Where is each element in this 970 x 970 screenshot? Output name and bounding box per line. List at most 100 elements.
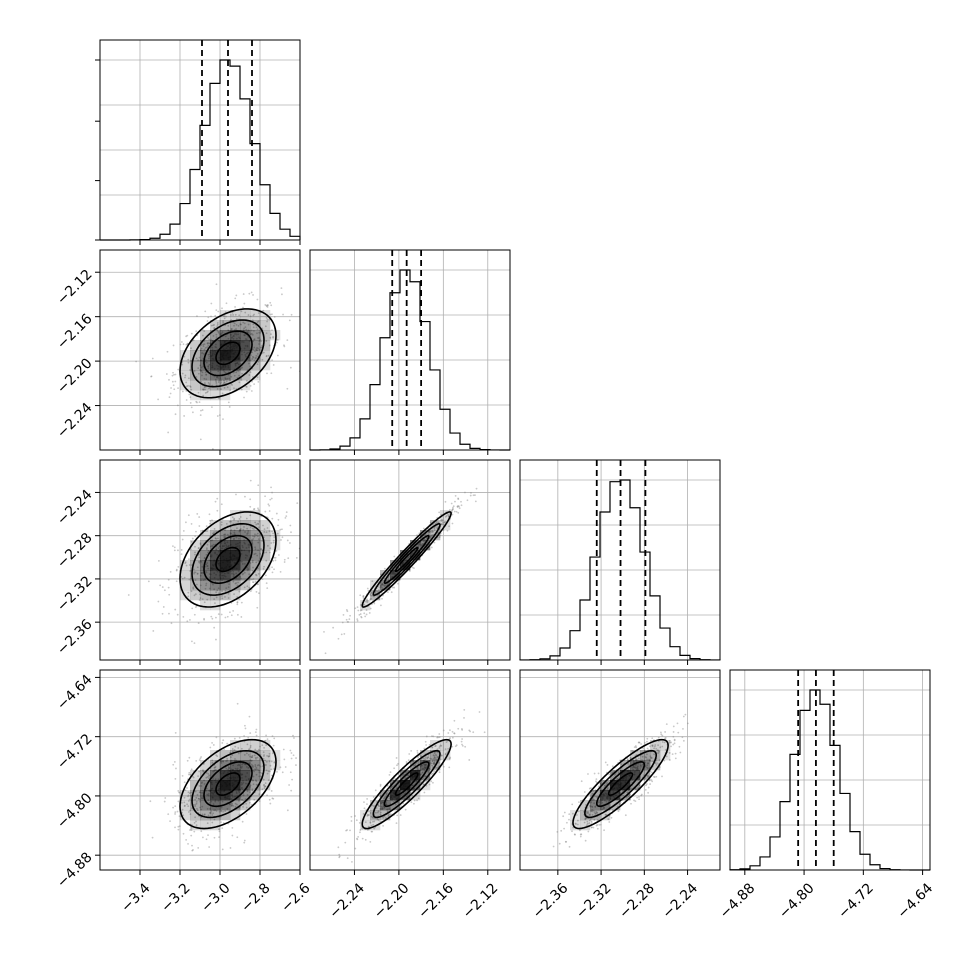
scatter-point — [261, 358, 264, 361]
scatter-point — [174, 777, 177, 780]
density-cell — [230, 350, 241, 361]
scatter-point — [622, 794, 624, 797]
scatter-point — [384, 796, 387, 799]
scatter-point — [195, 759, 198, 762]
density-cell — [190, 380, 201, 391]
scatter-point — [191, 640, 193, 643]
scatter-point — [243, 753, 246, 756]
scatter-point — [645, 783, 648, 785]
scatter-point — [564, 840, 567, 843]
scatter-point — [466, 499, 469, 502]
scatter-point — [643, 749, 646, 752]
scatter-point — [264, 785, 267, 788]
scatter-point — [598, 823, 601, 826]
scatter-point — [196, 807, 198, 810]
scatter-point — [358, 613, 361, 616]
contour-line — [191, 749, 265, 819]
scatter-point — [258, 348, 261, 351]
scatter-point — [275, 341, 278, 344]
scatter-point — [238, 813, 241, 816]
scatter-point — [604, 813, 607, 816]
scatter-point — [588, 813, 591, 816]
density-cell — [190, 550, 201, 561]
scatter-point — [205, 373, 208, 376]
density-cell — [210, 380, 221, 391]
density-cell — [180, 790, 191, 801]
density-cell — [420, 770, 431, 781]
scatter-point — [232, 371, 235, 374]
density-cell — [370, 800, 381, 811]
scatter-point — [193, 821, 196, 824]
density-cell — [590, 790, 601, 801]
scatter-point — [358, 821, 361, 824]
scatter-point — [266, 304, 269, 306]
scatter-point — [265, 332, 268, 335]
scatter-point — [441, 519, 444, 522]
scatter-point — [213, 327, 216, 329]
scatter-point — [262, 309, 265, 312]
scatter-point — [247, 314, 250, 316]
scatter-point — [424, 758, 427, 761]
scatter-point — [276, 770, 278, 773]
scatter-point — [183, 804, 186, 807]
scatter-point — [338, 856, 341, 859]
scatter-point — [458, 505, 460, 508]
scatter-point — [257, 507, 259, 510]
scatter-point — [189, 773, 191, 776]
scatter-point — [182, 814, 185, 817]
scatter-point — [221, 742, 224, 744]
density-cell — [590, 810, 601, 821]
scatter-point — [218, 331, 221, 333]
scatter-point — [251, 561, 254, 564]
scatter-point — [380, 584, 383, 587]
scatter-point — [627, 762, 629, 765]
scatter-point — [180, 549, 183, 551]
density-cell — [190, 820, 201, 831]
scatter-point — [369, 821, 372, 824]
scatter-point — [231, 311, 234, 314]
scatter-point — [252, 323, 255, 326]
scatter-point — [433, 761, 436, 763]
density-cell — [250, 320, 261, 331]
scatter-point — [227, 535, 230, 537]
scatter-point — [651, 737, 654, 740]
scatter-point — [651, 745, 654, 748]
scatter-point — [203, 557, 206, 560]
scatter-point — [240, 577, 242, 580]
scatter-point — [221, 590, 223, 592]
scatter-point — [657, 749, 660, 752]
scatter-point — [668, 741, 671, 744]
scatter-point — [270, 486, 272, 489]
scatter-point — [189, 385, 191, 387]
density-cell — [230, 360, 241, 371]
scatter-point — [256, 532, 259, 535]
scatter-point — [203, 556, 206, 559]
scatter-point — [263, 528, 266, 531]
scatter-point — [417, 756, 419, 759]
scatter-point — [253, 329, 255, 332]
scatter-point — [190, 523, 193, 525]
scatter-point — [187, 514, 190, 517]
scatter-point — [206, 342, 209, 344]
scatter-point — [428, 743, 431, 746]
scatter-point — [200, 380, 202, 383]
scatter-point — [177, 368, 180, 371]
scatter-point — [366, 601, 369, 604]
scatter-point — [255, 574, 258, 577]
density-cell — [200, 340, 211, 351]
scatter-point — [249, 384, 252, 387]
scatter-point — [264, 304, 267, 306]
scatter-point — [212, 744, 215, 746]
scatter-point — [438, 736, 441, 738]
scatter-point — [230, 314, 232, 316]
scatter-point — [176, 810, 179, 813]
scatter-point — [583, 821, 586, 824]
scatter-point — [266, 587, 269, 590]
scatter-point — [260, 548, 263, 551]
scatter-point — [190, 791, 192, 794]
scatter-point — [416, 752, 419, 754]
scatter-point — [411, 794, 413, 797]
scatter-point — [290, 752, 293, 754]
scatter-point — [672, 735, 675, 738]
scatter-point — [188, 756, 191, 759]
